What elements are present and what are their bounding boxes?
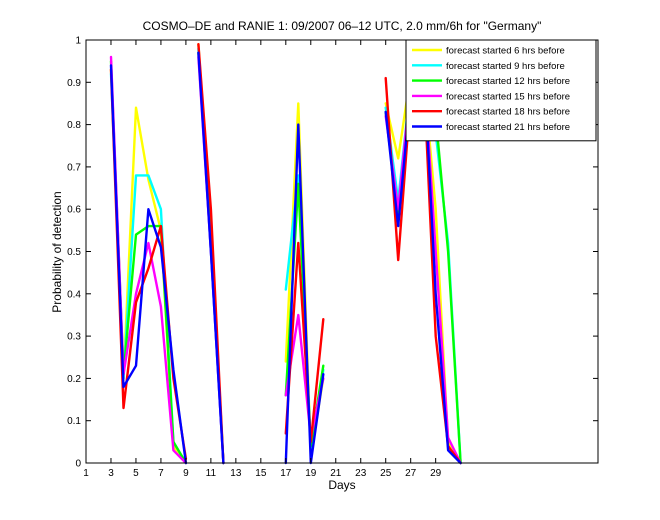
x-tick-label: 13: [230, 468, 242, 479]
y-tick-label: 0.1: [67, 416, 81, 427]
y-axis-ticks: 0 0.1 0.2 0.3 0.4 0.5 0.6 0.7 0.8 0.9 1: [67, 36, 598, 470]
y-tick-label: 0.4: [67, 289, 81, 300]
legend-box: [405, 39, 597, 142]
series-line-6-segment-2: [197, 51, 225, 465]
y-tick-label: 0: [75, 459, 81, 470]
chart-title: COSMO–DE and RANIE 1: 09/2007 06–12 UTC,…: [143, 19, 542, 33]
y-tick-label: 0.3: [67, 332, 81, 343]
x-tick-label: 9: [183, 468, 189, 479]
x-tick-label: 21: [330, 468, 342, 479]
y-axis-label: Probability of detection: [50, 191, 64, 312]
y-tick-label: 0.7: [67, 162, 81, 173]
legend-label-3: forecast started 12 hrs before: [446, 76, 570, 87]
y-tick-label: 0.9: [67, 78, 81, 89]
legend-label-6: forecast started 21 hrs before: [446, 122, 570, 133]
series-line-5-segment-1: [109, 68, 188, 460]
plot-lines: [109, 43, 462, 465]
x-tick-label: 27: [405, 468, 417, 479]
legend-label-4: forecast started 15 hrs before: [446, 91, 570, 102]
legend-label-5: forecast started 18 hrs before: [446, 107, 570, 118]
x-tick-label: 19: [305, 468, 317, 479]
series-line-5-segment-3: [284, 241, 325, 444]
x-tick-label: 25: [380, 468, 392, 479]
x-axis-label: Days: [328, 478, 355, 492]
x-tick-label: 29: [430, 468, 442, 479]
x-tick-label: 5: [133, 468, 139, 479]
y-tick-label: 1: [75, 36, 81, 47]
series-line-6-segment-1: [109, 64, 188, 465]
y-tick-label: 0.5: [67, 247, 81, 258]
x-tick-label: 1: [83, 468, 89, 479]
y-tick-label: 0.2: [67, 374, 81, 385]
legend-label-2: forecast started 9 hrs before: [446, 61, 565, 72]
x-tick-label: 3: [108, 468, 114, 479]
x-tick-label: 23: [355, 468, 367, 479]
x-tick-label: 17: [280, 468, 292, 479]
x-tick-label: 11: [206, 468, 217, 479]
x-tick-label: 15: [255, 468, 267, 479]
y-tick-label: 0.8: [67, 120, 81, 131]
y-tick-label: 0.6: [67, 205, 81, 216]
legend-label-1: forecast started 6 hrs before: [446, 46, 565, 57]
x-axis-ticks: 1 3 5 7 9 11 13 15 17 19 21 23 25 27 29: [83, 40, 442, 479]
x-tick-label: 7: [158, 468, 164, 479]
legend: forecast started 6 hrs before forecast st…: [405, 39, 597, 142]
series-line-6-segment-3: [284, 123, 325, 465]
